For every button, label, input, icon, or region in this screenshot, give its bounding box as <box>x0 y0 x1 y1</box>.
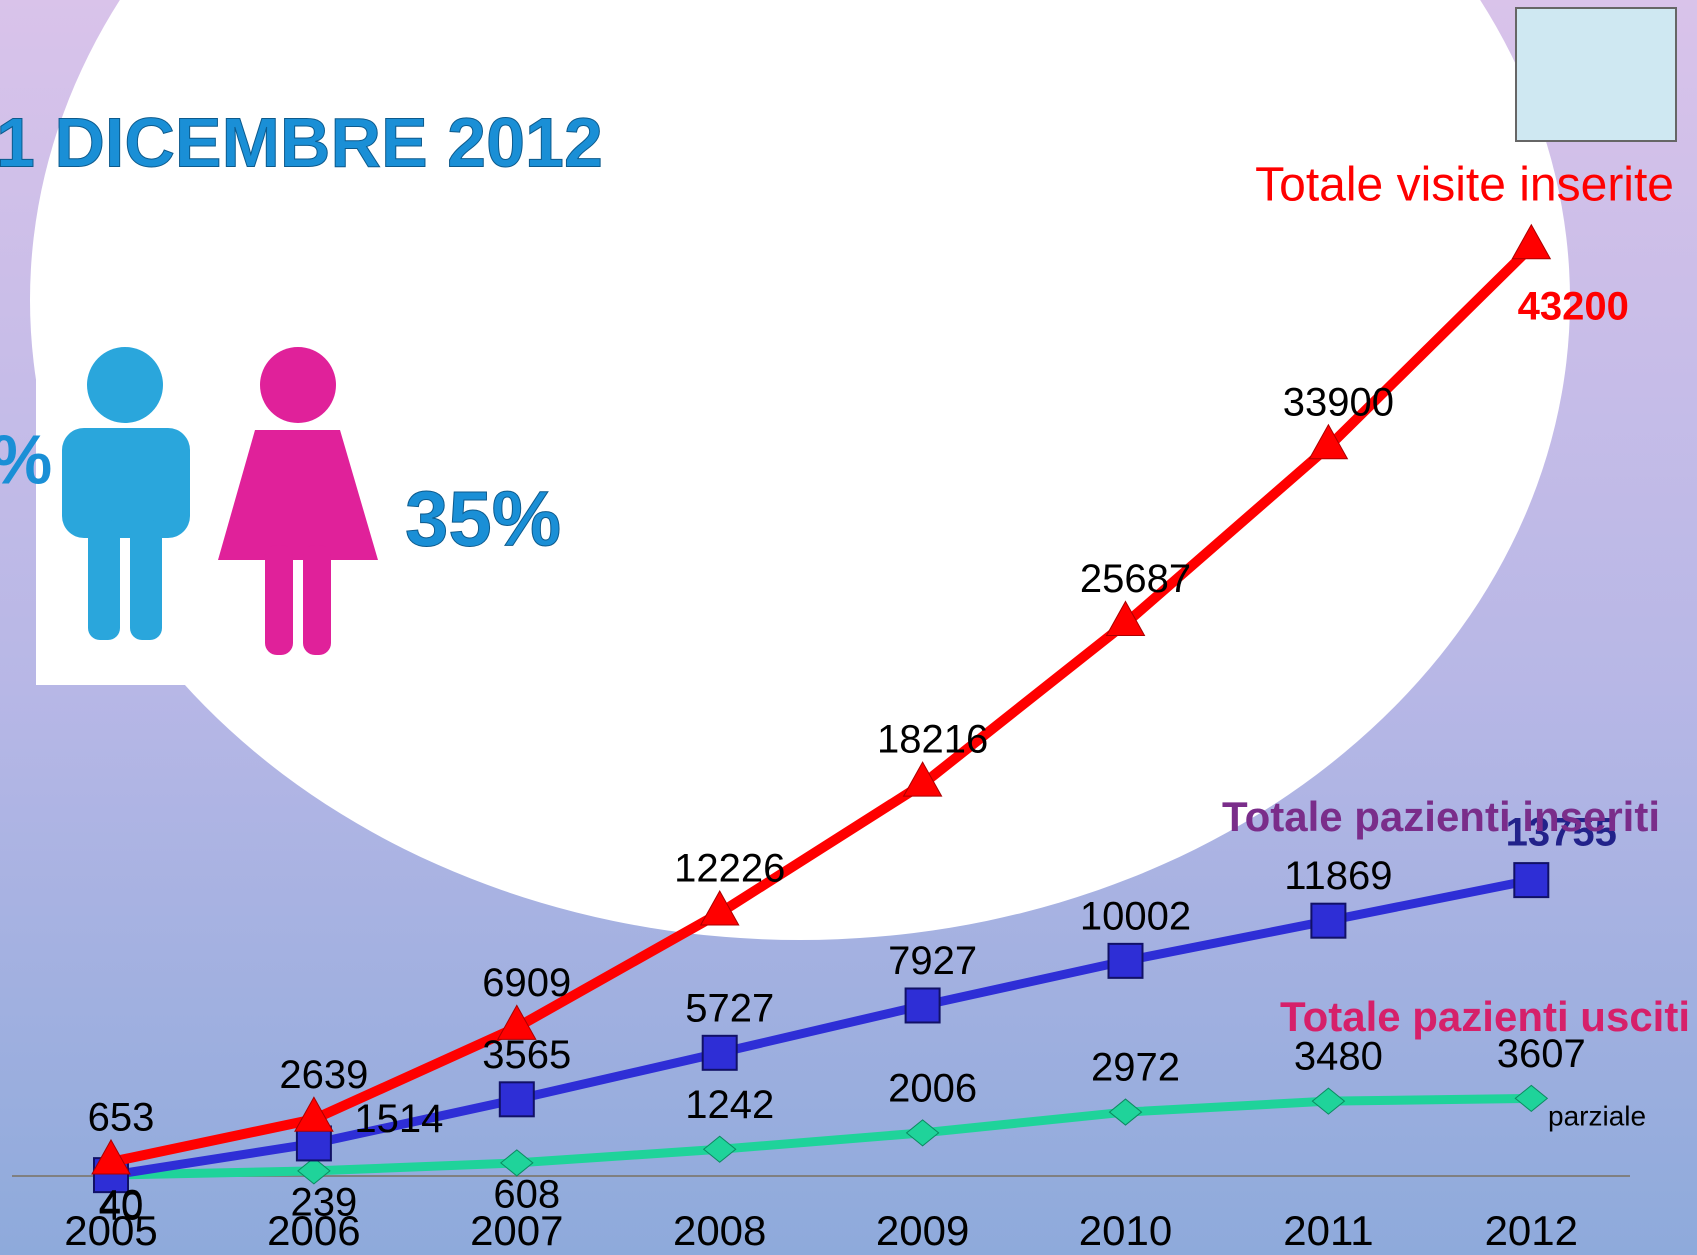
data-label: 10002 <box>1080 894 1191 938</box>
data-point <box>500 1082 534 1116</box>
data-label: 40 <box>99 1185 144 1229</box>
doctor-picture <box>1516 8 1676 141</box>
x-tick-label: 2012 <box>1485 1207 1578 1254</box>
x-tick-label: 2009 <box>876 1207 969 1254</box>
data-label: 6909 <box>482 961 571 1005</box>
data-label: 5727 <box>685 986 774 1030</box>
note: parziale <box>1548 1100 1646 1131</box>
data-point <box>1109 944 1143 978</box>
data-label: 18216 <box>877 718 988 762</box>
data-label: 7927 <box>888 939 977 983</box>
data-label: 1242 <box>685 1083 774 1127</box>
data-label: 239 <box>291 1180 358 1224</box>
data-label: 11869 <box>1284 854 1392 898</box>
data-label: 3480 <box>1294 1035 1383 1079</box>
data-label: 2972 <box>1091 1046 1180 1090</box>
data-label: 43200 <box>1518 284 1629 328</box>
percent-fragment: % <box>0 420 52 498</box>
data-label: 1514 <box>354 1097 443 1141</box>
data-label: 3565 <box>482 1033 571 1077</box>
data-label: 2639 <box>279 1053 368 1097</box>
x-tick-label: 2010 <box>1079 1207 1172 1254</box>
data-point <box>906 988 940 1022</box>
data-point <box>1514 863 1548 897</box>
data-label: 12226 <box>674 847 785 891</box>
data-label: 33900 <box>1283 380 1394 424</box>
female-percent: 35% <box>405 475 561 563</box>
data-point <box>1311 904 1345 938</box>
series-label: Totale visite inserite <box>1255 159 1674 212</box>
series-label: Totale pazienti inseriti <box>1222 793 1660 840</box>
x-tick-label: 2008 <box>673 1207 766 1254</box>
data-label: 2006 <box>888 1066 977 1110</box>
data-point <box>703 1036 737 1070</box>
data-label: 25687 <box>1080 557 1191 601</box>
data-label: 608 <box>493 1172 560 1216</box>
x-tick-label: 2011 <box>1283 1207 1373 1254</box>
data-label: 653 <box>88 1096 155 1140</box>
series-label: Totale pazienti usciti <box>1280 993 1690 1040</box>
header-title: 1 DICEMBRE 2012 <box>0 103 603 181</box>
chart: 1 DICEMBRE 2012 % 35% 200520062007200820… <box>0 0 1697 1255</box>
